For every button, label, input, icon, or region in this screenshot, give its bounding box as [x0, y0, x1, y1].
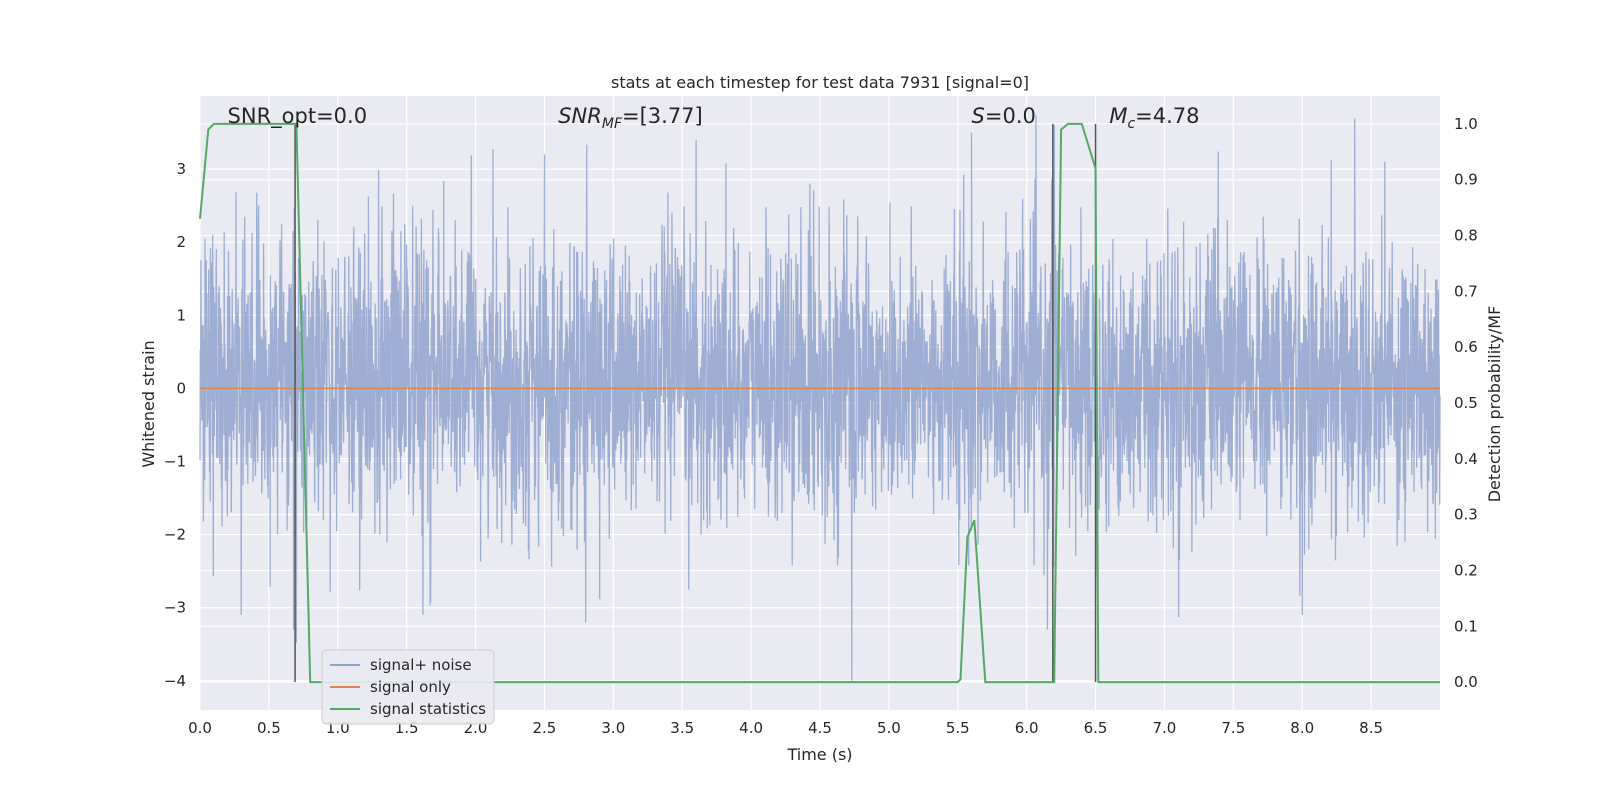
y-right-tick-label: 0.0	[1454, 673, 1478, 691]
legend-label: signal only	[370, 678, 451, 696]
x-tick-label: 3.0	[601, 719, 625, 737]
y-right-tick-label: 0.7	[1454, 282, 1478, 300]
y-right-tick-label: 0.6	[1454, 338, 1478, 356]
x-tick-label: 0.0	[188, 719, 212, 737]
y-right-tick-labels: 1.0 0.9 0.8 0.7 0.6 0.5 0.4 0.3 0.2 0.1 0.0	[1454, 115, 1478, 691]
annotation-text: Mc=4.78	[1109, 104, 1199, 132]
y-right-tick-label: 0.1	[1454, 617, 1478, 635]
legend: signal+ noise signal only signal statistic…	[321, 649, 495, 725]
legend-label: signal+ noise	[370, 656, 472, 674]
y-tick-label: −3	[164, 599, 186, 617]
y-right-tick-label: 0.5	[1454, 394, 1478, 412]
chart-title: stats at each timestep for test data 793…	[611, 73, 1029, 92]
x-tick-label: 5.5	[946, 719, 970, 737]
x-tick-label: 7.5	[1221, 719, 1245, 737]
annotation-text: SNRMF=[3.77]	[558, 104, 703, 132]
x-tick-label: 4.5	[808, 719, 832, 737]
x-tick-label: 6.0	[1015, 719, 1039, 737]
y-axis-label: Whitened strain	[139, 340, 158, 467]
x-tick-label: 5.0	[877, 719, 901, 737]
x-tick-label: 0.5	[257, 719, 281, 737]
y-tick-label: 2	[176, 233, 186, 251]
y-right-tick-label: 0.9	[1454, 171, 1478, 189]
x-tick-labels: 0.0 0.5 1.0 1.5 2.0 2.5 3.0 3.5 4.0 4.5 5.0 5.5 6.0 6…	[188, 719, 1383, 737]
signal-statistics-series	[199, 122, 1440, 684]
y-right-tick-label: 0.3	[1454, 506, 1478, 524]
legend-label: signal statistics	[370, 700, 486, 718]
signal-statistics-line	[199, 122, 1440, 684]
y-right-tick-label: 0.2	[1454, 561, 1478, 579]
y-right-tick-label: 1.0	[1454, 115, 1478, 133]
y-tick-label: −1	[164, 452, 186, 470]
x-tick-label: 4.0	[739, 719, 763, 737]
signal-noise-line	[199, 115, 1441, 681]
y-tick-labels: 3 2 1 0 −1 −2 −3 −4	[164, 160, 186, 690]
x-tick-label: 3.5	[670, 719, 694, 737]
x-tick-label: 6.5	[1084, 719, 1108, 737]
y-tick-label: 3	[176, 160, 186, 178]
x-tick-label: 7.0	[1153, 719, 1177, 737]
annotations: SNR_opt=0.0 SNRMF=[3.77] S=0.0 Mc=4.78	[228, 104, 1200, 132]
y-right-tick-label: 0.4	[1454, 450, 1478, 468]
annotation-text: SNR_opt=0.0	[228, 104, 368, 129]
y-tick-label: 1	[176, 306, 186, 324]
y-tick-label: −4	[164, 672, 186, 690]
x-tick-label: 8.0	[1290, 719, 1314, 737]
x-axis-label: Time (s)	[786, 745, 852, 764]
annotation-text: S=0.0	[972, 104, 1036, 128]
noise-series	[199, 115, 1441, 681]
y-tick-label: 0	[176, 379, 186, 397]
y-right-axis-label: Detection probability/MF	[1485, 306, 1504, 503]
y-right-tick-label: 0.8	[1454, 227, 1478, 245]
x-tick-label: 2.5	[533, 719, 557, 737]
legend-box	[321, 649, 495, 725]
y-tick-label: −2	[164, 526, 186, 544]
x-tick-label: 8.5	[1359, 719, 1383, 737]
